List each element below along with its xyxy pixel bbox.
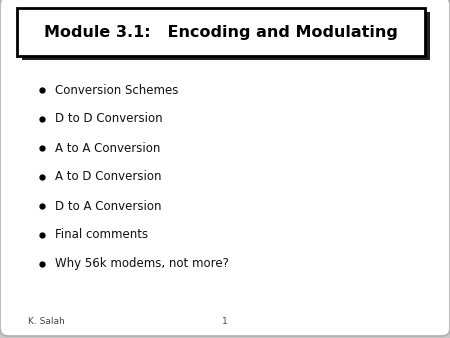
FancyBboxPatch shape: [17, 8, 425, 56]
Text: Module 3.1:   Encoding and Modulating: Module 3.1: Encoding and Modulating: [44, 25, 398, 41]
Text: A to D Conversion: A to D Conversion: [55, 170, 162, 184]
Text: D to A Conversion: D to A Conversion: [55, 199, 162, 213]
Text: D to D Conversion: D to D Conversion: [55, 113, 162, 125]
Text: A to A Conversion: A to A Conversion: [55, 142, 160, 154]
FancyBboxPatch shape: [22, 12, 430, 60]
Text: Why 56k modems, not more?: Why 56k modems, not more?: [55, 258, 229, 270]
Text: K. Salah: K. Salah: [28, 317, 65, 327]
Text: Conversion Schemes: Conversion Schemes: [55, 83, 178, 97]
Text: Final comments: Final comments: [55, 228, 148, 241]
Text: 1: 1: [222, 317, 228, 327]
